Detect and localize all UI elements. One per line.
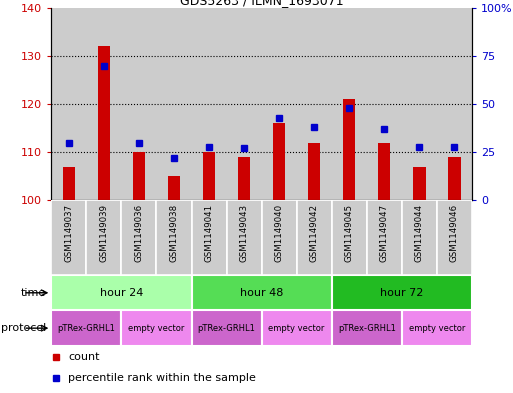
Bar — [332, 8, 367, 200]
Bar — [238, 157, 250, 200]
Bar — [378, 143, 390, 200]
Bar — [51, 275, 191, 310]
Bar — [51, 310, 122, 346]
Bar — [262, 310, 332, 346]
Bar — [86, 200, 122, 275]
Text: hour 72: hour 72 — [380, 288, 424, 298]
Bar — [402, 200, 437, 275]
Bar — [367, 8, 402, 200]
Text: GSM1149038: GSM1149038 — [169, 204, 179, 262]
Text: hour 24: hour 24 — [100, 288, 143, 298]
Bar — [262, 8, 297, 200]
Bar — [332, 275, 472, 310]
Bar — [191, 310, 262, 346]
Text: pTRex-GRHL1: pTRex-GRHL1 — [57, 324, 115, 332]
Text: GSM1149040: GSM1149040 — [274, 204, 284, 262]
Bar — [297, 8, 332, 200]
Bar — [297, 200, 332, 275]
Text: pTRex-GRHL1: pTRex-GRHL1 — [198, 324, 255, 332]
Bar — [122, 200, 156, 275]
Bar — [191, 275, 332, 310]
Title: GDS5263 / ILMN_1693071: GDS5263 / ILMN_1693071 — [180, 0, 343, 7]
Text: protocol: protocol — [1, 323, 46, 333]
Bar — [437, 8, 472, 200]
Text: time: time — [21, 288, 46, 298]
Bar — [413, 167, 425, 200]
Bar — [203, 152, 215, 200]
Bar — [122, 310, 191, 346]
Bar — [273, 123, 285, 200]
Bar — [63, 167, 75, 200]
Bar — [437, 200, 472, 275]
Text: GSM1149039: GSM1149039 — [100, 204, 108, 262]
Text: GSM1149046: GSM1149046 — [450, 204, 459, 262]
Bar — [367, 200, 402, 275]
Bar — [402, 310, 472, 346]
Bar — [156, 200, 191, 275]
Text: empty vector: empty vector — [128, 324, 185, 332]
Text: pTRex-GRHL1: pTRex-GRHL1 — [338, 324, 396, 332]
Bar — [51, 200, 86, 275]
Text: count: count — [68, 352, 100, 362]
Text: GSM1149044: GSM1149044 — [415, 204, 424, 262]
Text: GSM1149037: GSM1149037 — [64, 204, 73, 262]
Bar — [168, 176, 180, 200]
Text: GSM1149047: GSM1149047 — [380, 204, 389, 262]
Bar — [332, 200, 367, 275]
Bar — [51, 8, 86, 200]
Bar — [156, 8, 191, 200]
Bar — [133, 152, 145, 200]
Text: GSM1149036: GSM1149036 — [134, 204, 144, 262]
Text: GSM1149043: GSM1149043 — [240, 204, 249, 262]
Bar — [343, 99, 356, 200]
Text: empty vector: empty vector — [268, 324, 325, 332]
Bar — [308, 143, 320, 200]
Bar — [191, 8, 227, 200]
Text: GSM1149041: GSM1149041 — [205, 204, 213, 262]
Bar — [86, 8, 122, 200]
Bar — [227, 8, 262, 200]
Bar — [98, 46, 110, 200]
Text: GSM1149045: GSM1149045 — [345, 204, 354, 262]
Text: hour 48: hour 48 — [240, 288, 283, 298]
Bar — [332, 310, 402, 346]
Bar — [402, 8, 437, 200]
Bar — [448, 157, 461, 200]
Text: empty vector: empty vector — [409, 324, 465, 332]
Bar — [191, 200, 227, 275]
Bar — [262, 200, 297, 275]
Text: percentile rank within the sample: percentile rank within the sample — [68, 373, 256, 383]
Bar — [227, 200, 262, 275]
Bar — [122, 8, 156, 200]
Text: GSM1149042: GSM1149042 — [310, 204, 319, 262]
